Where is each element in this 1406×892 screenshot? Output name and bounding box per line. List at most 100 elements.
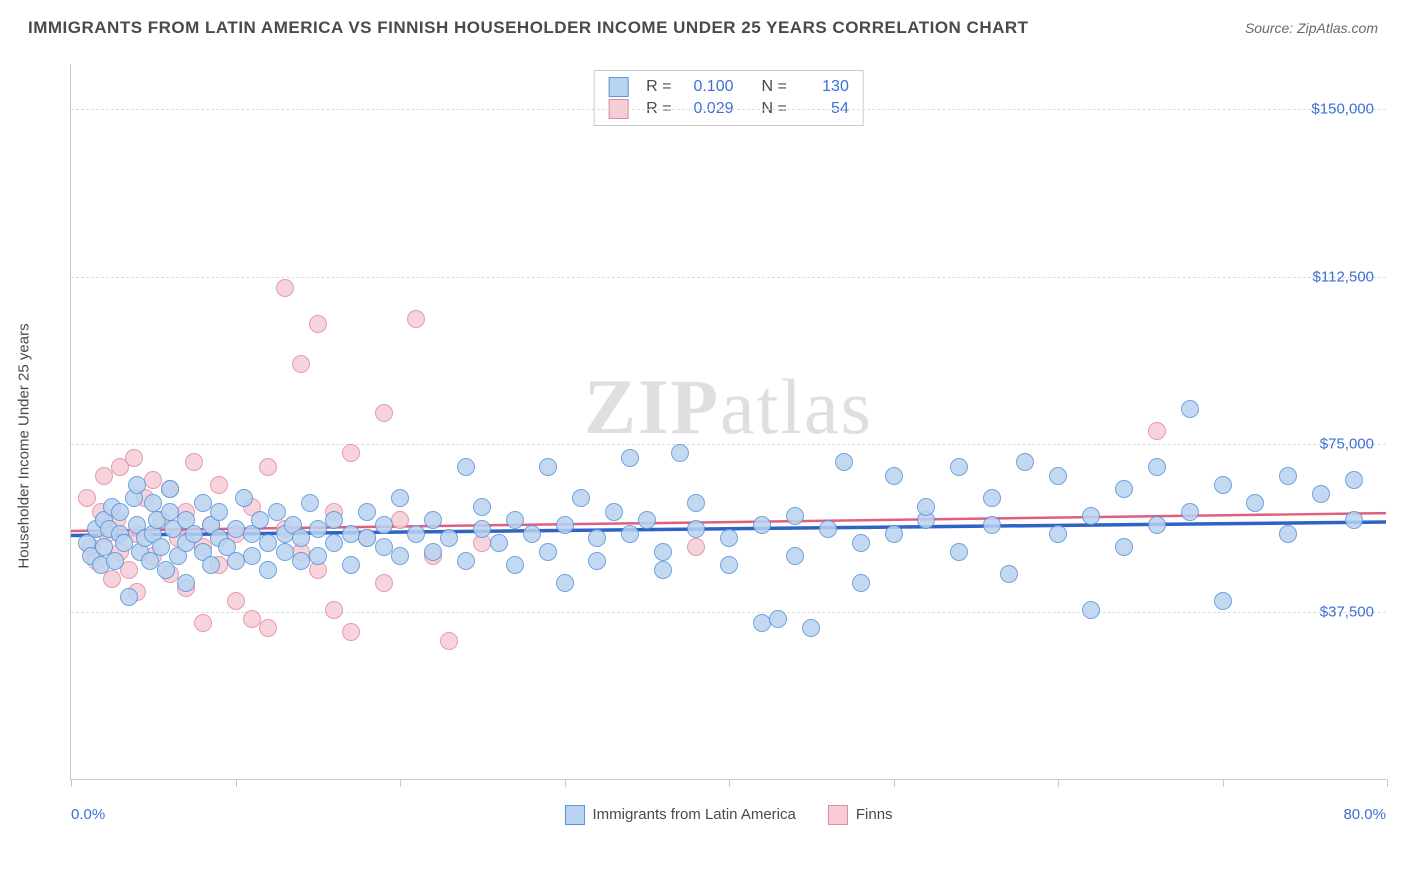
data-point — [1148, 422, 1166, 440]
chart-title: IMMIGRANTS FROM LATIN AMERICA VS FINNISH… — [28, 18, 1029, 38]
legend-row-blue: R = 0.100 N = 130 — [608, 77, 849, 97]
data-point — [120, 588, 138, 606]
data-point — [473, 498, 491, 516]
x-tick — [400, 779, 401, 787]
plot-area: ZIPatlas R = 0.100 N = 130 R = 0.029 N =… — [70, 64, 1386, 780]
x-axis-max-label: 80.0% — [1343, 806, 1386, 823]
data-point — [440, 529, 458, 547]
data-point — [144, 471, 162, 489]
data-point — [309, 547, 327, 565]
data-point — [654, 561, 672, 579]
data-point — [375, 574, 393, 592]
data-point — [983, 516, 1001, 534]
data-point — [983, 489, 1001, 507]
watermark-bold: ZIP — [584, 363, 720, 450]
data-point — [185, 525, 203, 543]
data-point — [753, 516, 771, 534]
data-point — [572, 489, 590, 507]
data-point — [391, 511, 409, 529]
data-point — [556, 516, 574, 534]
source-link[interactable]: ZipAtlas.com — [1297, 20, 1378, 36]
data-point — [1279, 467, 1297, 485]
data-point — [769, 610, 787, 628]
data-point — [301, 494, 319, 512]
data-point — [720, 529, 738, 547]
x-tick — [71, 779, 72, 787]
header: IMMIGRANTS FROM LATIN AMERICA VS FINNISH… — [0, 0, 1406, 48]
data-point — [161, 480, 179, 498]
source-prefix: Source: — [1245, 20, 1297, 36]
data-point — [259, 619, 277, 637]
n-value-blue: 130 — [797, 78, 849, 96]
x-tick — [894, 779, 895, 787]
data-point — [457, 458, 475, 476]
y-tick-label: $75,000 — [1320, 436, 1374, 453]
data-point — [194, 494, 212, 512]
data-point — [111, 503, 129, 521]
data-point — [1082, 507, 1100, 525]
data-point — [325, 511, 343, 529]
data-point — [473, 520, 491, 538]
series-legend: Immigrants from Latin America Finns — [564, 805, 892, 825]
data-point — [325, 601, 343, 619]
data-point — [125, 449, 143, 467]
x-axis-min-label: 0.0% — [71, 806, 105, 823]
watermark: ZIPatlas — [584, 362, 873, 452]
data-point — [292, 552, 310, 570]
data-point — [852, 574, 870, 592]
data-point — [1148, 516, 1166, 534]
data-point — [276, 543, 294, 561]
data-point — [424, 543, 442, 561]
data-point — [268, 503, 286, 521]
data-point — [1279, 525, 1297, 543]
data-point — [210, 503, 228, 521]
data-point — [1181, 400, 1199, 418]
data-point — [115, 534, 133, 552]
data-point — [654, 543, 672, 561]
data-point — [687, 538, 705, 556]
data-point — [1148, 458, 1166, 476]
data-point — [1214, 592, 1232, 610]
r-value-blue: 0.100 — [682, 78, 734, 96]
data-point — [1181, 503, 1199, 521]
data-point — [235, 489, 253, 507]
x-tick — [236, 779, 237, 787]
y-tick-label: $37,500 — [1320, 604, 1374, 621]
data-point — [152, 538, 170, 556]
x-tick — [1223, 779, 1224, 787]
correlation-legend: R = 0.100 N = 130 R = 0.029 N = 54 — [593, 70, 864, 126]
data-point — [95, 467, 113, 485]
data-point — [407, 310, 425, 328]
data-point — [243, 610, 261, 628]
data-point — [185, 453, 203, 471]
data-point — [375, 404, 393, 422]
source-credit: Source: ZipAtlas.com — [1245, 20, 1378, 36]
swatch-blue — [608, 77, 628, 97]
data-point — [375, 538, 393, 556]
data-point — [786, 507, 804, 525]
y-tick-label: $150,000 — [1311, 100, 1374, 117]
data-point — [671, 444, 689, 462]
data-point — [161, 503, 179, 521]
data-point — [342, 623, 360, 641]
data-point — [506, 511, 524, 529]
data-point — [407, 525, 425, 543]
gridline — [71, 277, 1386, 278]
data-point — [802, 619, 820, 637]
data-point — [227, 592, 245, 610]
data-point — [309, 520, 327, 538]
data-point — [539, 458, 557, 476]
data-point — [638, 511, 656, 529]
x-tick — [1058, 779, 1059, 787]
data-point — [1312, 485, 1330, 503]
data-point — [457, 552, 475, 570]
data-point — [687, 520, 705, 538]
data-point — [309, 315, 327, 333]
data-point — [210, 476, 228, 494]
data-point — [1115, 480, 1133, 498]
data-point — [588, 552, 606, 570]
data-point — [227, 520, 245, 538]
data-point — [885, 525, 903, 543]
data-point — [588, 529, 606, 547]
gridline — [71, 109, 1386, 110]
